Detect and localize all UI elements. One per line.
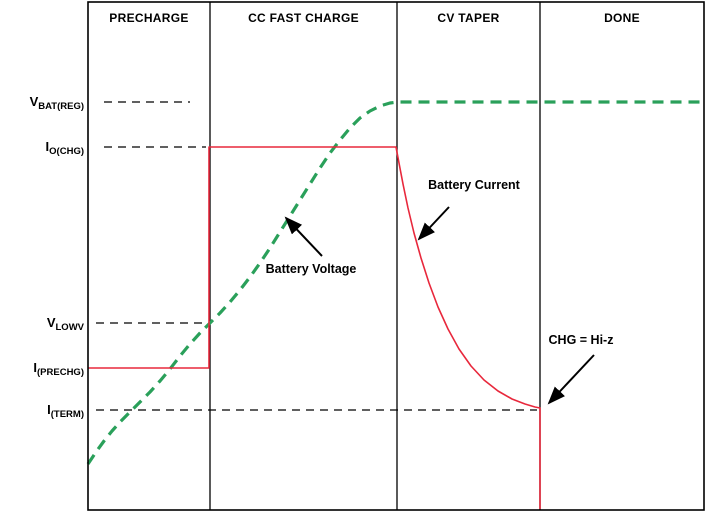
- phase-label-done: DONE: [604, 11, 640, 25]
- annotations: Battery Voltage Battery Current CHG = Hi…: [266, 178, 614, 405]
- battery-current-label: Battery Current: [428, 178, 521, 192]
- phase-label-precharge: PRECHARGE: [109, 11, 188, 25]
- battery-voltage-arrow: [284, 216, 323, 257]
- phase-label-cc-fast-charge: CC FAST CHARGE: [248, 11, 359, 25]
- battery-current-curve: [88, 146, 541, 509]
- y-axis-label-io-chg: IO(CHG): [46, 139, 84, 157]
- battery-voltage-label: Battery Voltage: [266, 262, 357, 276]
- chg-hiz-arrow: [547, 354, 595, 405]
- y-axis-label-vlowv: VLOWV: [47, 315, 85, 333]
- phase-dividers: [209, 2, 541, 510]
- y-axis-label-vbat-reg: VBAT(REG): [30, 94, 84, 112]
- series-curves: [86, 100, 704, 509]
- phase-label-cv-taper: CV TAPER: [437, 11, 499, 25]
- y-axis-label-i-term: I(TERM): [47, 402, 84, 420]
- y-axis-labels: VBAT(REG) IO(CHG) VLOWV I(PRECHG) I(TERM…: [30, 94, 85, 420]
- y-axis-label-i-prechg: I(PRECHG): [33, 360, 84, 378]
- battery-voltage-curve: [86, 100, 704, 465]
- chg-hiz-label: CHG = Hi-z: [549, 333, 614, 347]
- ref-lines: [96, 101, 537, 411]
- plot-border: [87, 1, 705, 511]
- battery-current-arrow: [417, 206, 450, 241]
- phase-labels: PRECHARGE CC FAST CHARGE CV TAPER DONE: [109, 11, 640, 25]
